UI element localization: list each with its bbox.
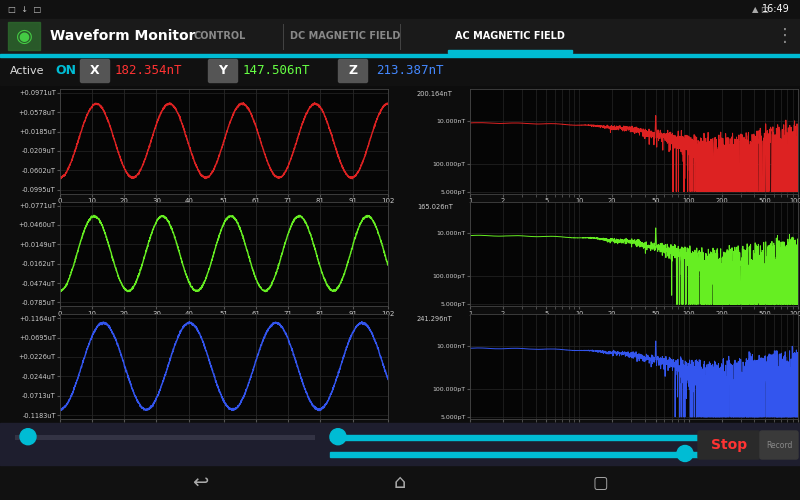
Circle shape [677,446,693,462]
Text: 241.296nT: 241.296nT [417,316,453,322]
Bar [330,452,700,456]
Text: X: X [90,64,100,78]
Text: ◉: ◉ [15,26,33,46]
Text: Y: Y [218,64,227,78]
Text: DC MAGNETIC FIELD: DC MAGNETIC FIELD [290,31,400,41]
Text: ▢: ▢ [592,474,608,492]
Bar [0,0,800,19]
Text: 213.387nT: 213.387nT [376,64,443,78]
Bar [8,22,40,50]
Circle shape [20,428,36,444]
Bar [0,19,800,54]
Text: CONTROL: CONTROL [194,31,246,41]
FancyBboxPatch shape [760,431,798,459]
Text: ↩: ↩ [192,473,208,492]
Bar [0,465,800,500]
Bar [0,54,800,57]
Text: ▲ □: ▲ □ [752,5,769,14]
Text: ⋮: ⋮ [776,27,794,45]
Bar [0,57,800,85]
Text: 200.164nT: 200.164nT [417,91,453,97]
Bar [448,50,572,53]
Bar [15,434,315,440]
Text: ⌂: ⌂ [394,473,406,492]
Text: Record: Record [766,440,792,450]
Text: Active: Active [10,66,45,76]
Bar [0,423,800,465]
FancyBboxPatch shape [698,431,760,459]
Text: 165.026nT: 165.026nT [417,204,453,210]
FancyBboxPatch shape [81,60,110,82]
Circle shape [330,428,346,444]
Text: □  ↓  □: □ ↓ □ [8,5,42,14]
FancyBboxPatch shape [338,60,367,82]
Text: 147.506nT: 147.506nT [243,64,310,78]
Text: AC MAGNETIC FIELD: AC MAGNETIC FIELD [455,31,565,41]
Bar [330,434,700,440]
FancyBboxPatch shape [209,60,238,82]
Text: Stop: Stop [711,438,747,452]
Text: Z: Z [349,64,358,78]
Text: 16:49: 16:49 [762,4,790,15]
Text: 182.354nT: 182.354nT [115,64,182,78]
Text: Waveform Monitor: Waveform Monitor [50,29,195,43]
Text: ON: ON [55,64,76,78]
